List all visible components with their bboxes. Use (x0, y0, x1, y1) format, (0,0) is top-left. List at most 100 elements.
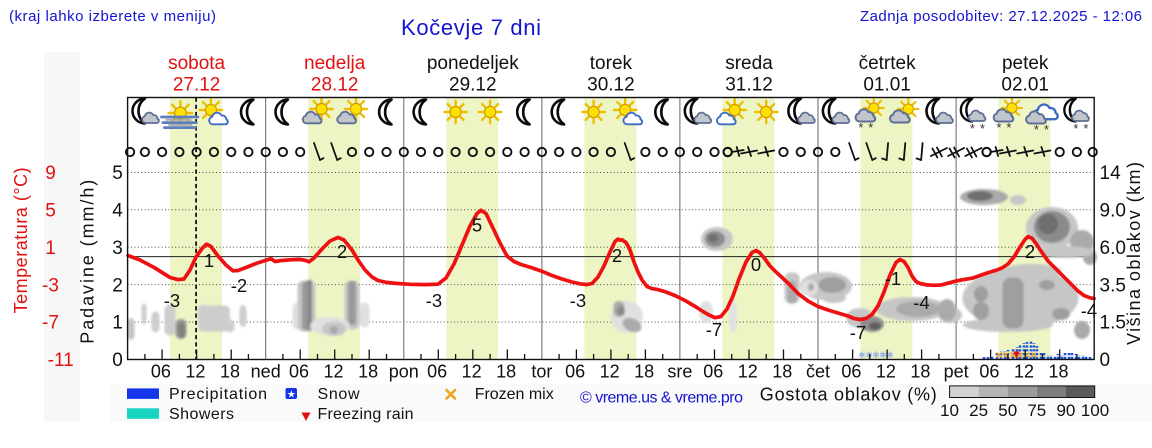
svg-text:29.12: 29.12 (449, 74, 497, 95)
svg-text:6.0: 6.0 (1100, 238, 1126, 259)
svg-text:2: 2 (112, 275, 123, 296)
svg-text:-4: -4 (913, 292, 929, 313)
svg-text:100: 100 (1081, 401, 1109, 420)
svg-text:-3: -3 (42, 275, 59, 296)
svg-text:Precipitation: Precipitation (169, 386, 267, 403)
svg-text:3: 3 (112, 238, 123, 259)
svg-text:1: 1 (204, 250, 214, 271)
svg-text:pet: pet (944, 361, 969, 381)
svg-text:18: 18 (220, 361, 240, 381)
svg-text:×: × (1002, 348, 1009, 362)
svg-text:25: 25 (969, 401, 988, 420)
svg-text:×: × (1016, 348, 1023, 362)
svg-text:✱: ✱ (858, 350, 866, 360)
svg-text:✱: ✱ (886, 350, 894, 360)
svg-text:02.01: 02.01 (1001, 74, 1049, 95)
svg-text:ponedeljek: ponedeljek (427, 53, 519, 74)
svg-text:Kočevje 7 dni: Kočevje 7 dni (401, 15, 541, 40)
svg-text:✱: ✱ (872, 350, 880, 360)
svg-text:75: 75 (1027, 401, 1046, 420)
svg-text:petek: petek (1002, 53, 1049, 74)
svg-text:✱: ✱ (865, 350, 873, 360)
svg-text:čet: čet (806, 361, 830, 381)
svg-text:Showers: Showers (169, 406, 234, 423)
svg-text:2: 2 (337, 241, 347, 262)
svg-text:06: 06 (427, 361, 447, 381)
svg-text:-3: -3 (164, 290, 180, 311)
svg-text:-2: -2 (231, 275, 247, 296)
svg-text:06: 06 (289, 361, 309, 381)
svg-text:31.12: 31.12 (725, 74, 773, 95)
svg-text:9.0: 9.0 (1100, 200, 1126, 221)
svg-text:18: 18 (772, 361, 792, 381)
svg-text:Freezing rain: Freezing rain (318, 406, 414, 423)
svg-text:2: 2 (1025, 241, 1035, 262)
svg-text:5: 5 (472, 214, 482, 235)
svg-text:-7: -7 (706, 319, 722, 340)
svg-text:50: 50 (998, 401, 1017, 420)
svg-text:-4: -4 (1081, 300, 1097, 321)
svg-text:14: 14 (1100, 163, 1122, 184)
svg-text:18: 18 (634, 361, 654, 381)
svg-text:06: 06 (565, 361, 585, 381)
svg-text:-3: -3 (570, 290, 586, 311)
svg-text:✱: ✱ (879, 350, 887, 360)
svg-text:4: 4 (112, 200, 123, 221)
svg-text:90: 90 (1056, 401, 1075, 420)
svg-text:2: 2 (612, 245, 622, 266)
svg-text:-7: -7 (850, 322, 866, 343)
svg-text:30.12: 30.12 (587, 74, 635, 95)
svg-text:Temperatura (°C): Temperatura (°C) (11, 167, 31, 313)
svg-text:12: 12 (462, 361, 482, 381)
svg-text:sobota: sobota (168, 53, 225, 74)
svg-text:Frozen mix: Frozen mix (475, 386, 554, 403)
svg-text:(kraj lahko izberete v meniju): (kraj lahko izberete v meniju) (9, 8, 216, 25)
svg-text:12: 12 (1014, 361, 1034, 381)
svg-text:5: 5 (112, 163, 123, 184)
svg-text:Višina oblakov (km): Višina oblakov (km) (1124, 162, 1144, 345)
svg-text:© vreme.us & vreme.pro: © vreme.us & vreme.pro (580, 390, 743, 407)
svg-text:06: 06 (841, 361, 861, 381)
svg-text:ned: ned (251, 361, 281, 381)
svg-text:Gostota oblakov (%): Gostota oblakov (%) (760, 385, 937, 405)
svg-text:9: 9 (45, 163, 56, 184)
svg-text:-3: -3 (426, 290, 442, 311)
svg-text:10: 10 (940, 401, 959, 420)
svg-text:-11: -11 (48, 350, 74, 371)
svg-text:12: 12 (185, 361, 205, 381)
svg-text:12: 12 (323, 361, 343, 381)
svg-text:×: × (995, 348, 1002, 362)
svg-text:1: 1 (112, 313, 123, 334)
svg-text:0: 0 (1100, 350, 1111, 371)
svg-text:torek: torek (590, 53, 633, 74)
svg-text:Padavine (mm/h): Padavine (mm/h) (77, 180, 97, 344)
svg-text:28.12: 28.12 (311, 74, 359, 95)
svg-text:sre: sre (667, 361, 692, 381)
svg-text:×: × (1009, 348, 1016, 362)
svg-text:1: 1 (45, 238, 56, 259)
svg-text:12: 12 (738, 361, 758, 381)
svg-text:12: 12 (600, 361, 620, 381)
svg-text:sreda: sreda (725, 53, 773, 74)
svg-text:Zadnja posodobitev: 27.12.2025: Zadnja posodobitev: 27.12.2025 - 12:06 (860, 8, 1142, 25)
svg-text:0: 0 (112, 350, 123, 371)
svg-text:×: × (1030, 348, 1037, 362)
svg-text:★: ★ (287, 389, 296, 400)
svg-text:tor: tor (531, 361, 552, 381)
svg-text:×: × (1023, 348, 1030, 362)
svg-text:0: 0 (751, 254, 761, 275)
svg-text:nedelja: nedelja (304, 53, 366, 74)
svg-text:27.12: 27.12 (173, 74, 221, 95)
svg-text:Snow: Snow (318, 386, 360, 403)
svg-text:1.5: 1.5 (1100, 313, 1126, 334)
svg-text:5: 5 (45, 200, 56, 221)
svg-text:-7: -7 (42, 313, 59, 334)
svg-text:12: 12 (876, 361, 896, 381)
svg-text:18: 18 (910, 361, 930, 381)
svg-text:3.5: 3.5 (1100, 275, 1126, 296)
svg-text:-1: -1 (885, 268, 901, 289)
svg-text:06: 06 (703, 361, 723, 381)
svg-text:06: 06 (979, 361, 999, 381)
svg-text:pon: pon (389, 361, 419, 381)
svg-text:18: 18 (496, 361, 516, 381)
